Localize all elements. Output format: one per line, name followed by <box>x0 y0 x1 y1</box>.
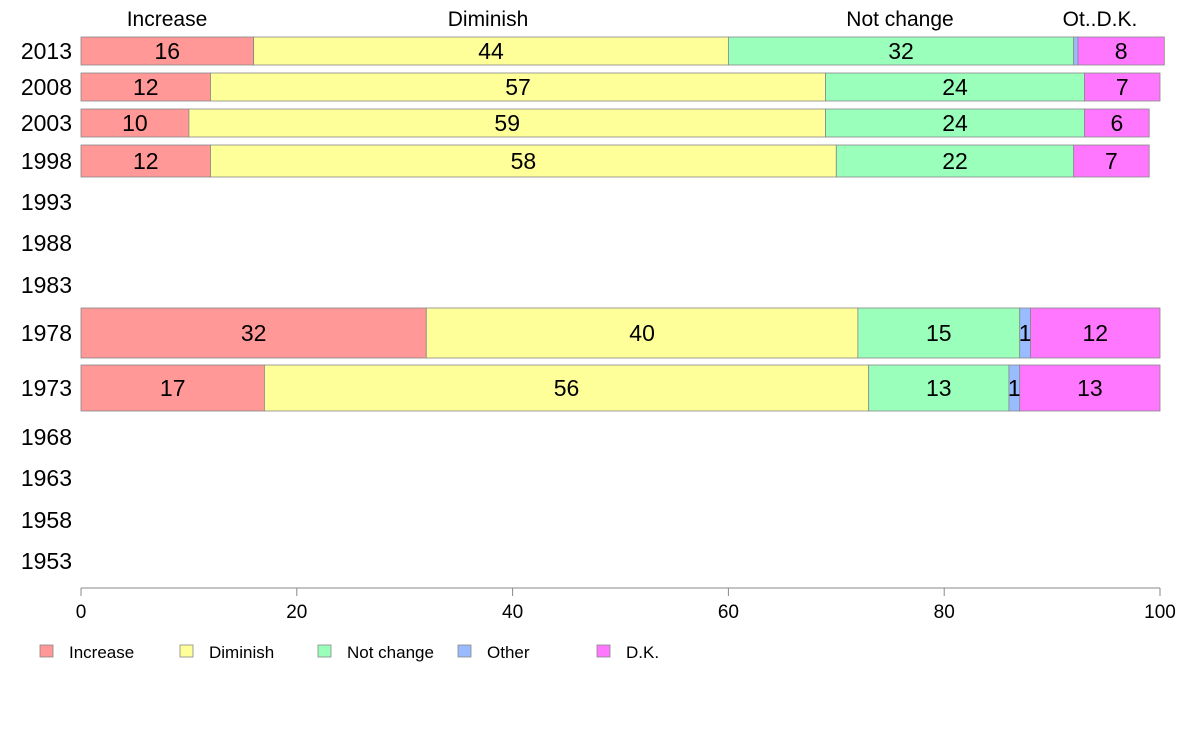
data-label: 10 <box>122 110 148 136</box>
y-tick-label: 1988 <box>21 230 72 256</box>
data-label: 12 <box>133 74 159 100</box>
bar-segment <box>188 108 826 138</box>
data-label: 13 <box>1077 375 1103 401</box>
data-label: 8 <box>1115 38 1128 64</box>
y-tick-label: 2003 <box>21 110 72 136</box>
bar-segment <box>210 144 837 178</box>
legend-swatch <box>317 644 332 658</box>
bar-segment <box>1084 108 1150 138</box>
bar-segment <box>80 307 427 359</box>
data-label: 1 <box>1008 375 1021 401</box>
y-tick-label: 2013 <box>21 38 72 64</box>
bar-segment <box>80 144 211 178</box>
data-label: 17 <box>160 375 186 401</box>
column-header: Diminish <box>448 8 529 31</box>
bar-segment <box>80 108 190 138</box>
data-label: 40 <box>629 320 655 346</box>
legend: Increase Diminish Not change Other D.K. <box>39 643 659 662</box>
legend-swatch <box>457 644 472 658</box>
y-tick-label: 1978 <box>21 320 72 346</box>
legend-label: Other <box>487 643 530 662</box>
legend-label: Diminish <box>209 643 274 662</box>
legend-label: Increase <box>69 643 134 662</box>
x-tick-label: 0 <box>76 602 87 623</box>
bar-segment <box>728 36 1075 66</box>
y-tick-label: 1998 <box>21 148 72 174</box>
bar-segment <box>1030 307 1161 359</box>
column-header: Not change <box>846 8 953 31</box>
y-tick-label: 1993 <box>21 189 72 215</box>
x-axis: 0 20 40 60 80 100 <box>76 587 1176 623</box>
data-label: 44 <box>478 38 504 64</box>
legend-label: D.K. <box>626 643 659 662</box>
data-label: 32 <box>888 38 914 64</box>
data-label: 24 <box>942 110 968 136</box>
bar-segment <box>1073 36 1079 66</box>
y-tick-label: 1963 <box>21 465 72 491</box>
x-tick-label: 100 <box>1144 602 1176 623</box>
y-axis-labels: 2013 2008 2003 1998 1993 1988 1983 1978 1973 1968… <box>21 38 72 574</box>
data-label: 24 <box>942 74 968 100</box>
data-label: 6 <box>1110 110 1123 136</box>
bar-segment <box>210 72 826 102</box>
y-tick-label: 1983 <box>21 272 72 298</box>
data-label: 1 <box>1019 320 1032 346</box>
bar-segment <box>857 307 1021 359</box>
legend-swatch <box>179 644 194 658</box>
bar-segment <box>825 72 1085 102</box>
bar-segment <box>80 36 255 66</box>
data-label: 13 <box>926 375 952 401</box>
column-header: Increase <box>127 8 208 31</box>
y-tick-label: 1958 <box>21 507 72 533</box>
column-headers: Increase Diminish Not change Ot..D.K. <box>127 8 1138 31</box>
legend-swatch <box>39 644 54 658</box>
bar-segment <box>1077 36 1165 66</box>
bar-segment <box>264 364 870 412</box>
x-tick-label: 60 <box>718 602 739 623</box>
bar-segment <box>80 72 211 102</box>
data-label: 59 <box>494 110 520 136</box>
data-label: 7 <box>1116 74 1129 100</box>
x-tick-label: 40 <box>502 602 523 623</box>
bar-segment <box>1019 364 1161 412</box>
data-label: 58 <box>511 148 537 174</box>
bar-segment <box>1084 72 1161 102</box>
data-label: 57 <box>505 74 531 100</box>
legend-swatch <box>596 644 611 658</box>
y-tick-label: 1968 <box>21 424 72 450</box>
bar-segment <box>425 307 859 359</box>
column-header: Ot..D.K. <box>1063 8 1138 31</box>
y-tick-label: 2008 <box>21 74 72 100</box>
bar-segment <box>1073 144 1150 178</box>
data-label: 12 <box>133 148 159 174</box>
data-label: 15 <box>926 320 952 346</box>
bar-segment <box>253 36 729 66</box>
data-label: 22 <box>942 148 968 174</box>
x-tick-label: 20 <box>286 602 307 623</box>
data-label: 7 <box>1105 148 1118 174</box>
data-label: 16 <box>155 38 181 64</box>
data-label: 32 <box>241 320 267 346</box>
y-tick-label: 1953 <box>21 548 72 574</box>
bars: 16 44 32 8 12 57 24 7 10 59 24 6 12 58 22 7 32 40 15 1 12 17 5… <box>80 36 1165 412</box>
data-label: 56 <box>554 375 580 401</box>
y-tick-label: 1973 <box>21 375 72 401</box>
legend-label: Not change <box>347 643 434 662</box>
x-tick-label: 80 <box>934 602 955 623</box>
data-label: 12 <box>1082 320 1108 346</box>
